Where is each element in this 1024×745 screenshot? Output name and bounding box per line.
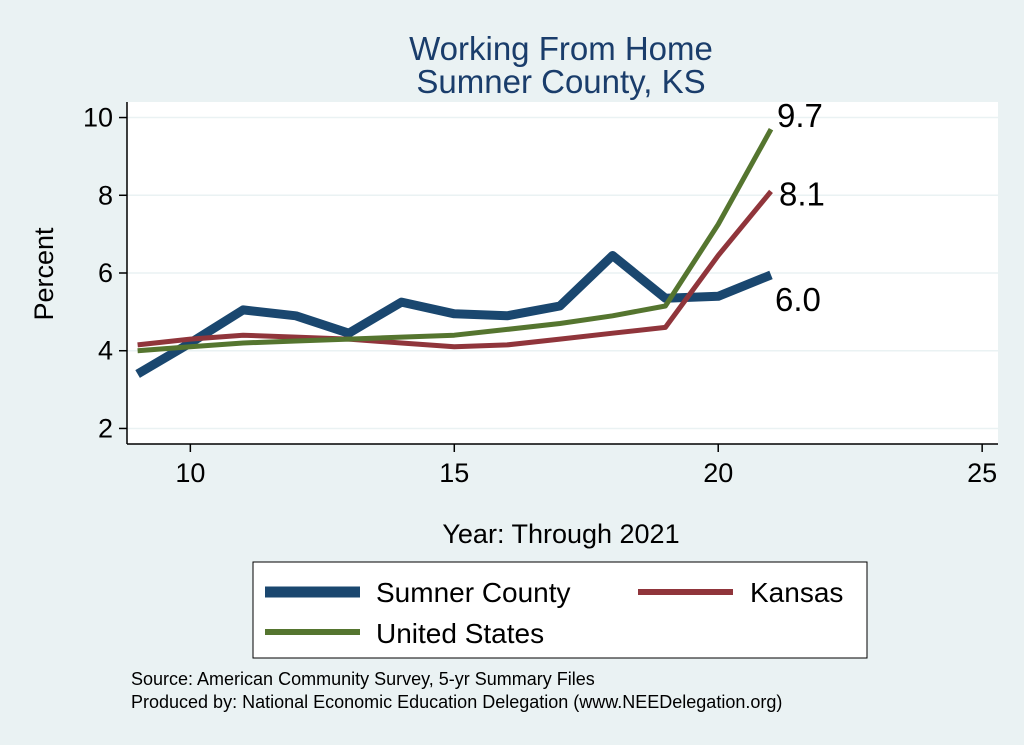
end-label: 6.0 xyxy=(775,281,821,318)
series-line xyxy=(137,127,774,354)
source-note: Source: American Community Survey, 5-yr … xyxy=(131,669,595,689)
chart-subtitle: Sumner County, KS xyxy=(416,63,705,100)
x-tick-label: 15 xyxy=(439,458,469,488)
series-line xyxy=(135,251,773,378)
legend xyxy=(252,561,868,659)
legend-label: Sumner County xyxy=(376,577,571,608)
legend-label: United States xyxy=(376,618,544,649)
legend-label: Kansas xyxy=(750,577,843,608)
series-line xyxy=(137,189,773,350)
y-tick-label: 8 xyxy=(98,180,113,210)
axes: 2 4 6 8 10 10 15 20 25 xyxy=(83,102,998,488)
x-tick-label: 10 xyxy=(175,458,205,488)
y-tick-label: 10 xyxy=(83,103,113,133)
x-tick-label: 20 xyxy=(703,458,733,488)
y-axis-title: Percent xyxy=(29,227,59,321)
gridlines xyxy=(127,116,998,430)
end-labels: 6.0 8.1 9.7 xyxy=(775,97,825,318)
producer-note: Produced by: National Economic Education… xyxy=(131,692,782,712)
x-tick-label: 25 xyxy=(967,458,997,488)
y-tick-label: 2 xyxy=(98,413,113,443)
end-label: 9.7 xyxy=(777,97,823,134)
y-tick-label: 4 xyxy=(98,336,113,366)
series-lines xyxy=(135,127,774,378)
x-axis-title: Year: Through 2021 xyxy=(442,519,679,549)
end-label: 8.1 xyxy=(779,175,825,212)
y-tick-label: 6 xyxy=(98,258,113,288)
chart-title: Working From Home xyxy=(409,30,713,67)
legend-items: Sumner County Kansas United States xyxy=(265,577,843,649)
